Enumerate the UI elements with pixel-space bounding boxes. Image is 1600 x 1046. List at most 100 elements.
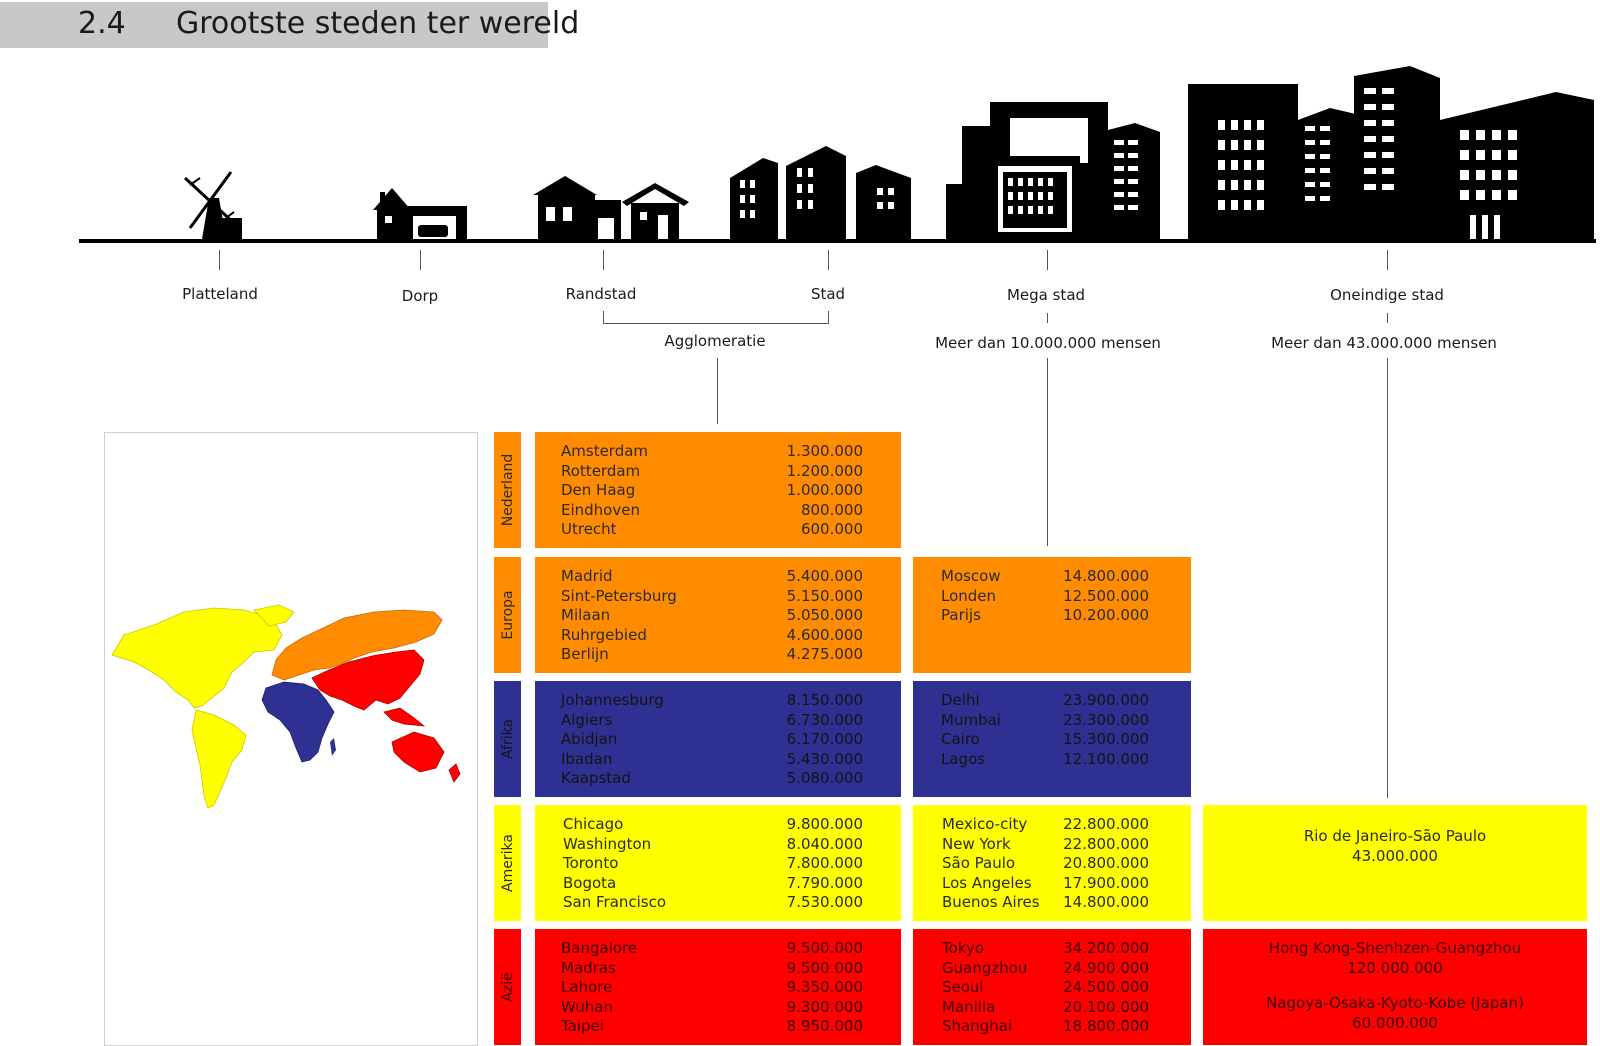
tick-oneindig-desc: [1387, 313, 1388, 323]
connector-oneindig: [1387, 358, 1388, 798]
city-pop: 7.530.000: [786, 893, 863, 912]
city-pop: 23.300.000: [1063, 710, 1149, 729]
city-name: Bangalore: [561, 939, 638, 957]
city-name: Washington: [563, 834, 652, 853]
megalopolis-name: Rio de Janeiro-São Paulo: [1303, 827, 1487, 845]
region-tab-afrika: Afrika: [494, 681, 521, 797]
city-pop: 6.730.000: [786, 710, 863, 729]
city-name: Los Angeles: [942, 873, 1032, 892]
city-name: Kaapstad: [561, 769, 631, 788]
box-europa-agglomeratie: Madrid Sint-Petersburg Milaan Ruhrgebied…: [535, 557, 901, 673]
buildings-icon: [730, 146, 911, 239]
label-stad: Stad: [810, 285, 846, 303]
map-region-afrika: [261, 681, 335, 763]
city-name: Mumbai: [941, 710, 1001, 729]
tick-platteland: [219, 250, 220, 270]
city-name: Johannesburg: [561, 691, 664, 709]
label-platteland: Platteland: [182, 285, 258, 303]
megalopolis-name: Hong Kong-Shenhzen-Guangzhou: [1268, 939, 1522, 957]
city-pop: 14.800.000: [1063, 893, 1149, 912]
city-name: Berlijn: [561, 645, 609, 664]
tick-stad: [828, 250, 829, 270]
megalopolis-pop: 120.000.000: [1347, 959, 1443, 977]
tick-oneindig: [1387, 250, 1388, 270]
bracket-bottom: [603, 323, 829, 324]
city-pop: 7.790.000: [786, 873, 863, 892]
box-nederland-agglomeratie: Amsterdam Rotterdam Den Haag Eindhoven U…: [535, 432, 901, 548]
box-amerika-mega: Mexico-city New York São Paulo Los Angel…: [913, 805, 1191, 921]
city-pop: 5.430.000: [786, 749, 863, 768]
city-pop: 22.800.000: [1063, 834, 1149, 853]
city-name: San Francisco: [563, 893, 667, 912]
label-mega-stad: Mega stad: [1006, 286, 1086, 304]
city-name: Buenos Aires: [942, 893, 1040, 912]
city-name: Tokyo: [942, 939, 984, 957]
box-afrika-agglomeratie: Johannesburg Algiers Abidjan Ibadan Kaap…: [535, 681, 901, 797]
box-amerika-oneindig: Rio de Janeiro-São Paulo 43.000.000: [1203, 805, 1587, 921]
box-amerika-agglomeratie: Chicago Washington Toronto Bogota San Fr…: [535, 805, 901, 921]
city-pop: 1.000.000: [786, 481, 863, 500]
city-name: Taipei: [561, 1017, 604, 1036]
tick-mega-desc: [1047, 313, 1048, 323]
tick-dorp: [420, 250, 421, 270]
city-pop: 9.500.000: [786, 958, 863, 977]
city-name: Chicago: [563, 815, 624, 833]
city-name: Amsterdam: [561, 442, 649, 460]
city-name: Den Haag: [561, 481, 636, 500]
city-pop: 6.170.000: [786, 730, 863, 749]
city-name: Manilla: [942, 997, 996, 1016]
skyline-icon: [1188, 66, 1594, 239]
label-dorp: Dorp: [401, 287, 439, 305]
city-pop: 23.900.000: [1063, 691, 1149, 709]
city-pop: 10.200.000: [1063, 606, 1149, 625]
city-pop: 4.275.000: [786, 645, 863, 664]
section-number: 2.4: [78, 6, 126, 41]
box-azie-agglomeratie: Bangalore Madras Lahore Wuhan Taipei 9.5…: [535, 929, 901, 1045]
city-pop: 17.900.000: [1063, 873, 1149, 892]
highrise-icon: [946, 102, 1160, 239]
city-pop: 18.800.000: [1063, 1017, 1149, 1036]
tick-mega: [1047, 250, 1048, 270]
megalopolis-pop: 43.000.000: [1352, 847, 1438, 865]
skyline-illustration: [79, 66, 1596, 243]
city-name: Shanghai: [942, 1017, 1013, 1036]
city-pop: 5.080.000: [786, 769, 863, 788]
city-name: Ibadan: [561, 749, 613, 768]
city-pop: 24.900.000: [1063, 958, 1149, 977]
city-pop: 4.600.000: [786, 625, 863, 644]
region-tab-nederland: Nederland: [494, 432, 521, 548]
page-title: Grootste steden ter wereld: [176, 6, 580, 41]
city-name: Delhi: [941, 691, 980, 709]
city-name: Rotterdam: [561, 461, 641, 480]
city-pop: 600.000: [800, 520, 863, 539]
city-pop: 14.800.000: [1063, 567, 1149, 585]
city-name: Algiers: [561, 710, 613, 729]
houses-icon: [533, 176, 689, 239]
map-region-amerika: [111, 607, 283, 809]
bracket-left: [603, 311, 604, 324]
city-pop: 5.050.000: [786, 606, 863, 625]
city-name: Madras: [561, 958, 616, 977]
city-pop: 22.800.000: [1063, 815, 1149, 833]
city-name: Parijs: [941, 606, 981, 625]
box-azie-oneindig: Hong Kong-Shenhzen-Guangzhou 120.000.000…: [1203, 929, 1587, 1045]
city-name: Madrid: [561, 567, 613, 585]
city-pop: 1.200.000: [786, 461, 863, 480]
tick-randstad: [603, 250, 604, 270]
city-name: Cairo: [941, 730, 980, 749]
city-pop: 5.400.000: [786, 567, 863, 585]
megalopolis-name: Nagoya-Osaka-Kyoto-Kobe (Japan): [1266, 994, 1524, 1012]
world-map-icon: [111, 604, 461, 809]
city-name: Lagos: [941, 749, 986, 768]
city-name: Seoul: [942, 978, 984, 997]
city-name: Londen: [941, 586, 997, 605]
city-name: Guangzhou: [942, 958, 1028, 977]
city-name: Mexico-city: [942, 815, 1028, 833]
city-name: São Paulo: [942, 854, 1016, 873]
label-mega-desc: Meer dan 10.000.000 mensen: [935, 334, 1161, 352]
map-region-azie: [311, 649, 461, 783]
city-pop: 9.800.000: [786, 815, 863, 833]
city-pop: 12.100.000: [1063, 749, 1149, 768]
city-name: Milaan: [561, 606, 611, 625]
region-tab-amerika: Amerika: [494, 805, 521, 921]
